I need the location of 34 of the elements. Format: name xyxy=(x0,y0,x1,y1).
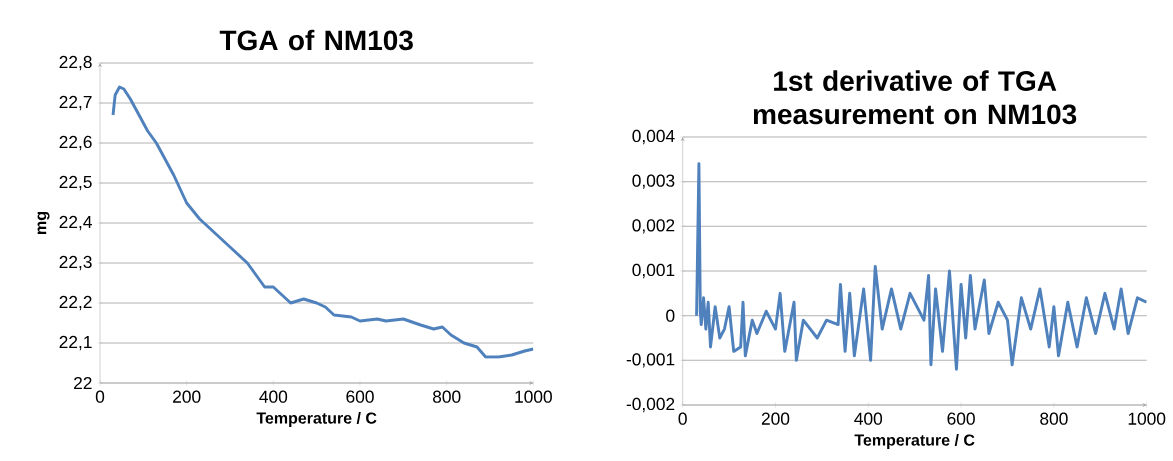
y-tick-label: 22,8 xyxy=(59,55,92,71)
x-tick-label: 400 xyxy=(854,412,883,425)
x-tick-label: 1000 xyxy=(515,390,552,403)
x-tick-label: 200 xyxy=(761,412,790,425)
y-tick-label: 0,001 xyxy=(632,263,675,279)
y-tick-label: 22,7 xyxy=(59,95,92,111)
line-series xyxy=(695,162,1147,371)
y-tick-label: -0,002 xyxy=(626,397,675,413)
x-axis-title: Temperature / C xyxy=(256,411,377,427)
y-tick-label: 22,6 xyxy=(59,135,92,151)
y-tick-label: 0 xyxy=(666,309,675,322)
x-tick-label: 1000 xyxy=(1128,412,1166,425)
chart-title: TGA of NM103 xyxy=(219,29,413,51)
x-tick-label: 800 xyxy=(432,390,461,403)
y-tick-label: 22,1 xyxy=(59,335,92,351)
x-tick-label: 0 xyxy=(678,412,687,425)
x-tick-label: 200 xyxy=(173,390,201,403)
y-axis-title: mg xyxy=(37,212,50,234)
y-tick-label: -0,001 xyxy=(626,353,675,368)
y-tick-label: 0,004 xyxy=(632,129,675,145)
x-tick-label: 400 xyxy=(259,390,288,403)
y-tick-label: 0,002 xyxy=(632,219,675,234)
chart-title: 1st derivative of TGA measurement on NM103 xyxy=(753,70,1077,125)
x-tick-label: 600 xyxy=(346,390,374,403)
y-tick-label: 22,3 xyxy=(59,255,92,271)
x-tick-label: 0 xyxy=(95,390,105,403)
x-tick-label: 600 xyxy=(947,412,975,425)
y-tick-label: 22,2 xyxy=(59,295,92,311)
y-tick-label: 22,4 xyxy=(59,215,92,231)
y-tick-label: 22 xyxy=(74,376,92,390)
x-axis-title: Temperature / C xyxy=(854,433,975,449)
x-tick-label: 800 xyxy=(1040,412,1068,425)
y-tick-label: 0,003 xyxy=(632,174,675,189)
y-tick-label: 22,5 xyxy=(59,175,92,191)
